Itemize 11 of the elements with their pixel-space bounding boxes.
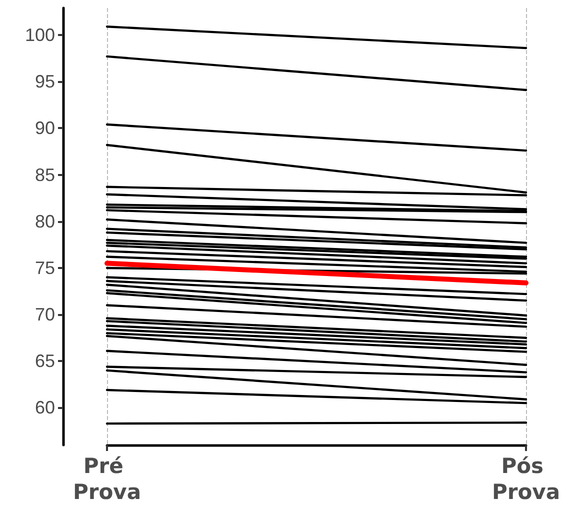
y-tick-label: 85 (34, 164, 55, 185)
x-tick-label: Pós Prova (492, 454, 560, 504)
y-tick-label: 75 (34, 258, 55, 278)
y-tick-label: 70 (34, 304, 55, 325)
y-tick-label: 100 (24, 25, 55, 46)
y-tick-label: 60 (34, 398, 55, 418)
y-tick-label: 80 (34, 211, 55, 232)
y-tick-label: 95 (34, 72, 55, 92)
y-tick-label: 90 (34, 118, 55, 138)
x-tick-label: Pré Prova (72, 454, 142, 504)
y-tick-label: 65 (34, 351, 55, 372)
